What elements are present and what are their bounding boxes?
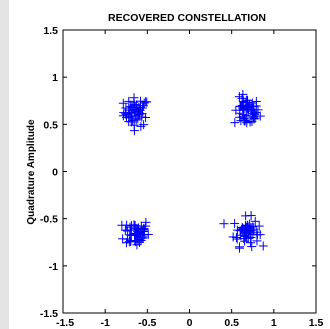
data-point-plus (248, 106, 258, 116)
y-tick-label: 0.5 (43, 119, 58, 131)
data-point-plus (129, 120, 139, 130)
data-point-plus (235, 112, 245, 122)
y-tick-label: 1 (52, 72, 58, 84)
data-point-plus (134, 228, 144, 238)
data-point-plus (250, 216, 260, 226)
data-point-plus (141, 113, 151, 123)
y-axis-label: Quadrature Amplitude (26, 119, 37, 225)
data-point-plus (249, 224, 259, 234)
axis-ticks: -1.5 -1 -0.5 0 0.5 1 1.5 -1.5 -1 -0.5 0 0.5 1 1.5 (40, 25, 324, 329)
data-point-plus (258, 241, 268, 251)
data-point-plus (240, 116, 250, 126)
data-point-plus (238, 104, 248, 114)
data-point-plus (248, 112, 258, 122)
data-point-plus (136, 121, 146, 131)
data-point-plus (246, 233, 256, 243)
data-point-plus (127, 221, 137, 231)
x-tick-label: -1.5 (56, 317, 74, 329)
x-tick-label: 0 (187, 317, 193, 329)
data-point-plus (142, 97, 152, 107)
x-tick-label: 1 (271, 317, 277, 329)
data-point-plus (244, 100, 254, 110)
data-point-plus (126, 108, 136, 118)
data-point-plus (248, 222, 258, 232)
data-point-plus (118, 98, 128, 108)
x-tick-label: -1 (100, 317, 109, 329)
x-tick-label: 1.5 (309, 317, 324, 329)
y-tick-label: 1.5 (43, 25, 58, 37)
data-point-plus (121, 108, 131, 118)
chart-title: RECOVERED CONSTELLATION (108, 12, 266, 24)
data-point-plus (234, 243, 244, 253)
data-point-plus (133, 114, 143, 124)
x-tick-label: 0.5 (224, 317, 239, 329)
data-point-plus (130, 229, 140, 239)
data-point-plus (230, 118, 240, 128)
data-point-plus (124, 117, 134, 127)
y-tick-label: 0 (52, 167, 58, 179)
y-tick-label: -1.5 (40, 308, 58, 320)
data-point-plus (249, 102, 259, 112)
data-point-plus (228, 232, 238, 242)
data-point-plus (138, 103, 148, 113)
data-point-plus (121, 113, 131, 123)
y-tick-label: -0.5 (40, 214, 58, 226)
data-point-plus (219, 219, 229, 229)
data-point-plus (242, 97, 252, 107)
data-point-plus (241, 211, 251, 221)
data-point-plus (240, 221, 250, 231)
data-point-plus (135, 109, 145, 119)
y-tick-label: -1 (49, 261, 58, 273)
x-tick-label: -0.5 (138, 317, 156, 329)
data-point-plus (133, 223, 143, 233)
data-point-plus (135, 237, 145, 247)
data-point-plus (141, 217, 151, 227)
data-point-plus (120, 225, 130, 235)
data-point-plus (242, 228, 252, 238)
data-point-plus (250, 113, 260, 123)
window-edge (0, 0, 9, 329)
data-points (117, 89, 268, 253)
data-point-plus (255, 111, 265, 121)
data-point-plus (252, 230, 262, 240)
data-point-plus (254, 221, 264, 231)
data-point-plus (245, 117, 255, 127)
plot-area (62, 29, 317, 314)
data-point-plus (128, 115, 138, 125)
data-point-plus (247, 242, 257, 252)
data-point-plus (235, 226, 245, 236)
data-point-plus (118, 234, 128, 244)
data-point-plus (230, 219, 240, 229)
data-point-plus (231, 105, 241, 115)
data-point-plus (124, 237, 134, 247)
data-point-plus (244, 226, 254, 236)
data-point-plus (117, 220, 127, 230)
data-point-plus (234, 92, 244, 102)
data-point-plus (124, 96, 134, 106)
